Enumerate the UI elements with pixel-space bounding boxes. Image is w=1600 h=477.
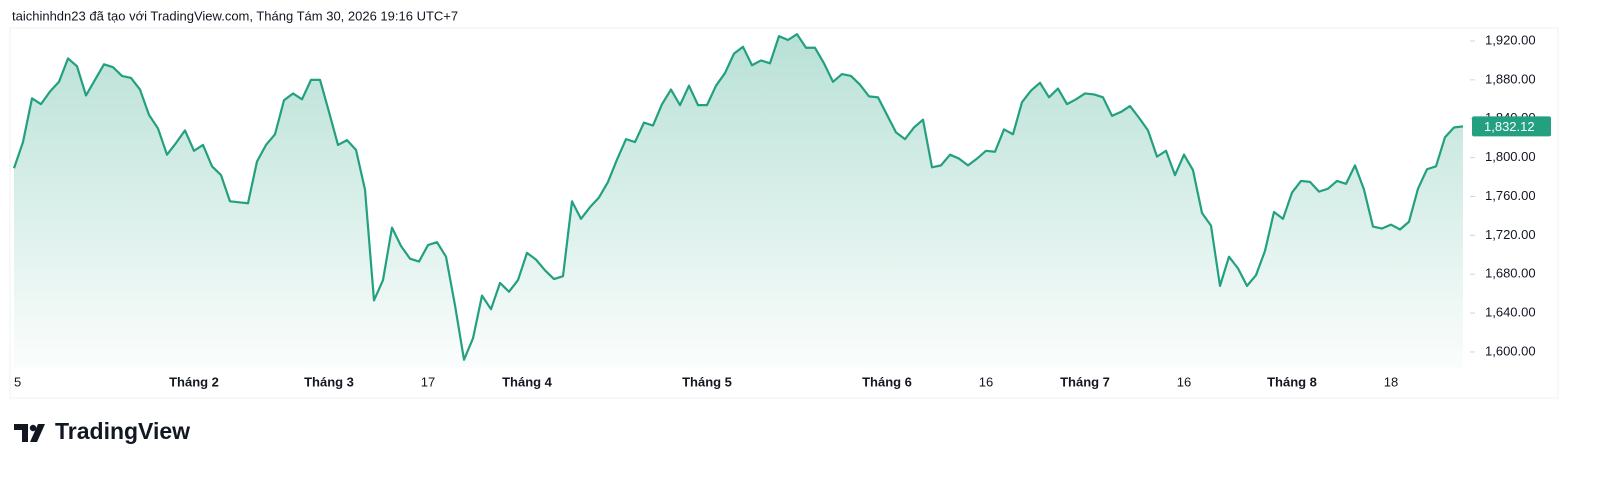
x-tick-label: Tháng 7 <box>1060 374 1110 389</box>
logo-icon <box>14 424 45 442</box>
x-tick-label: 16 <box>1177 374 1191 389</box>
x-tick-label: Tháng 8 <box>1267 374 1317 389</box>
brand: TradingView <box>55 418 190 444</box>
chart-frame <box>9 27 1559 399</box>
x-tick-label: Tháng 3 <box>304 374 354 389</box>
last-price-label: 1,832.12 <box>1484 119 1535 134</box>
y-tick-label: 1,680.00 <box>1485 266 1536 281</box>
x-tick-label: 17 <box>421 374 435 389</box>
price-line <box>12 33 1464 361</box>
x-tick-label: Tháng 5 <box>682 374 732 389</box>
x-tick-label: 16 <box>979 374 993 389</box>
logo-dot <box>29 424 37 432</box>
y-tick-label: 1,800.00 <box>1485 149 1536 164</box>
y-tick-label: 1,640.00 <box>1485 305 1536 320</box>
x-tick-label: 5 <box>14 374 21 389</box>
y-tick-label: 1,600.00 <box>1485 343 1536 358</box>
y-tick-label: 1,720.00 <box>1485 227 1536 242</box>
x-tick-label: Tháng 2 <box>169 374 219 389</box>
y-tick-label: 1,920.00 <box>1485 32 1536 47</box>
y-tick-label: 1,760.00 <box>1485 188 1536 203</box>
last-price-badge <box>1472 116 1551 137</box>
x-tick-label: 18 <box>1384 374 1398 389</box>
header: taichinhdn23 đã tạo với TradingView.com,… <box>12 8 458 23</box>
x-tick-label: Tháng 6 <box>862 374 912 389</box>
y-tick-label: 1,880.00 <box>1485 71 1536 86</box>
x-tick-label: Tháng 4 <box>502 374 553 389</box>
area-fill <box>14 34 1463 369</box>
logo: TradingView <box>14 418 190 444</box>
